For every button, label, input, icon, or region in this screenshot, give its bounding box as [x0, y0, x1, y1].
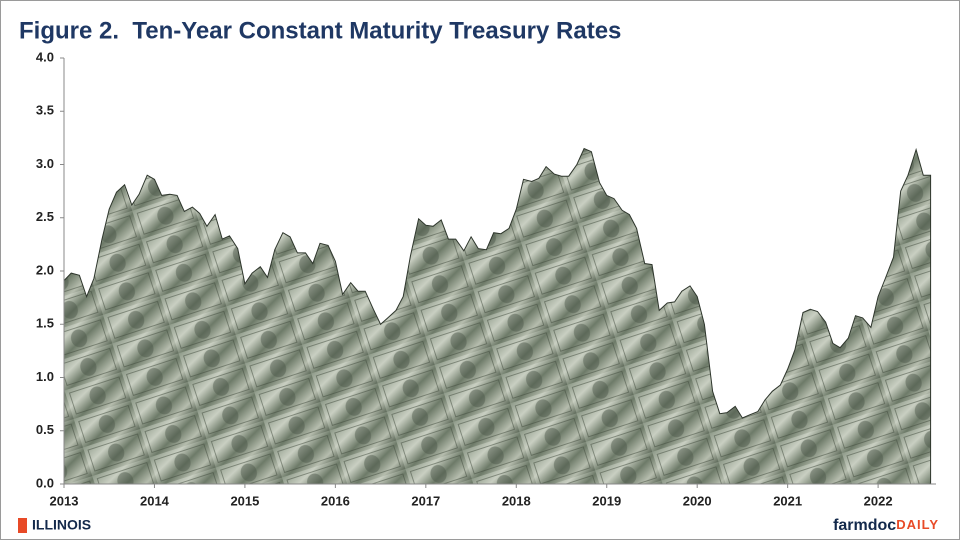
x-tick-label: 2017: [411, 493, 440, 508]
brand-suffix: DAILY: [896, 517, 939, 532]
x-tick-label: 2015: [230, 493, 259, 508]
x-tick-label: 2016: [321, 493, 350, 508]
y-tick-label: 1.0: [36, 369, 54, 384]
x-tick-label: 2018: [502, 493, 531, 508]
footer-brand: farmdocDAILY: [833, 517, 939, 534]
x-tick-label: 2022: [864, 493, 893, 508]
x-tick-label: 2020: [683, 493, 712, 508]
y-tick-label: 4.0: [36, 49, 54, 64]
y-tick-label: 0.5: [36, 422, 54, 437]
area: [63, 147, 932, 485]
y-tick-label: 2.0: [36, 262, 54, 277]
y-tick-label: 1.5: [36, 316, 54, 331]
y-tick-label: 2.5: [36, 209, 54, 224]
logo-mark: [18, 518, 27, 533]
chart-title: Figure 2. Ten-Year Constant Maturity Tre…: [19, 17, 621, 44]
y-tick-label: 3.5: [36, 103, 54, 118]
y-tick-label: 3.0: [36, 156, 54, 171]
x-tick-label: 2019: [592, 493, 621, 508]
x-tick-label: 2021: [773, 493, 802, 508]
y-tick-label: 0.0: [36, 475, 54, 490]
x-tick-label: 2014: [140, 493, 170, 508]
brand: farmdoc: [833, 517, 896, 534]
footer-logo: ILLINOIS: [32, 517, 91, 533]
x-tick-label: 2013: [50, 493, 79, 508]
